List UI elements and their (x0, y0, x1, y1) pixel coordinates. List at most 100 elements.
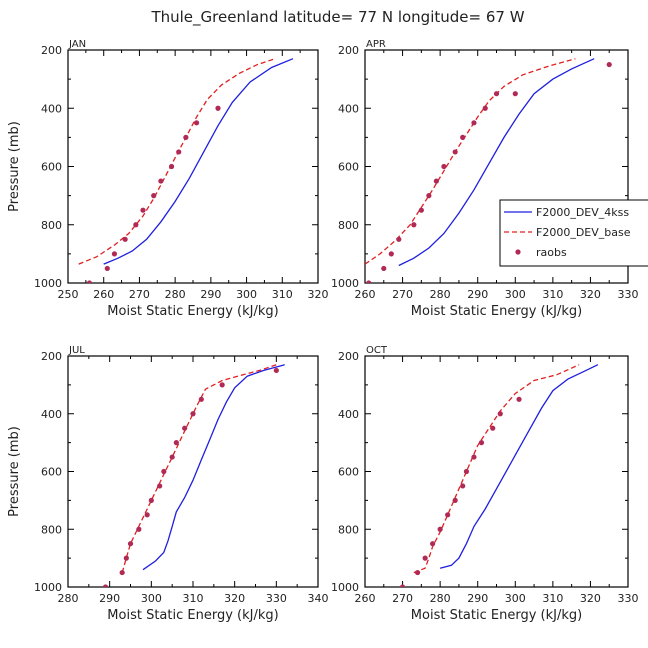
raobs-point (482, 105, 488, 111)
raobs-point (148, 497, 154, 503)
raobs-point (86, 280, 93, 283)
raobs-point (173, 440, 179, 446)
raobs-point (127, 541, 134, 547)
plot-area (102, 364, 285, 587)
raobs-point (396, 236, 402, 242)
raobs-point (140, 207, 146, 213)
x-tick-label: 250 (58, 288, 79, 301)
y-tick-label: 1000 (34, 581, 62, 594)
raobs-point (102, 584, 109, 587)
panel-label: OCT (366, 345, 388, 356)
plot-area (399, 364, 599, 587)
raobs-point (168, 163, 175, 170)
x-tick-label: 310 (542, 288, 563, 301)
y-tick-label: 800 (338, 523, 359, 536)
raobs-point (119, 569, 125, 576)
raobs-point (190, 411, 196, 417)
raobs-point (219, 382, 225, 388)
plot-frame (67, 49, 319, 284)
y-tick-label: 600 (41, 466, 62, 479)
x-tick-label: 330 (618, 288, 639, 301)
raobs-point (452, 497, 458, 503)
raobs-point (445, 512, 451, 518)
raobs-point (478, 440, 485, 446)
panel-label: JAN (68, 39, 86, 50)
x-tick-label: 320 (580, 592, 601, 605)
raobs-point (388, 251, 394, 257)
raobs-point (381, 265, 387, 272)
y-tick-label: 1000 (331, 581, 359, 594)
panel-jul: JUL 280 290 300 310 320 330 340 200 400 600 800 1000… (7, 345, 329, 623)
raobs-point (460, 134, 466, 140)
series-line-f2000-dev-4kss (142, 364, 285, 571)
raobs-point (399, 584, 406, 587)
y-axis-label: Pressure (mb) (7, 426, 22, 517)
y-tick-label: 200 (41, 44, 62, 57)
x-tick-label: 280 (165, 288, 186, 301)
x-tick-label: 330 (618, 592, 639, 605)
y-tick-label: 400 (338, 408, 359, 421)
plot-area (78, 58, 294, 283)
plot-frame (67, 355, 319, 588)
x-tick-label: 300 (505, 592, 526, 605)
panel-apr: APR 260 270 280 290 300 310 320 330 200 400 600 800 1… (331, 39, 639, 319)
raobs-point (176, 149, 182, 155)
y-tick-label: 600 (338, 161, 359, 174)
legend-label: F2000_DEV_4kss (536, 206, 629, 219)
raobs-point (183, 134, 189, 140)
x-tick-label: 270 (392, 288, 413, 301)
raobs-point (411, 222, 417, 228)
series-line-f2000-dev-4kss (103, 58, 294, 265)
legend-box (499, 199, 648, 267)
y-tick-label: 400 (41, 408, 62, 421)
panel-label: APR (366, 39, 386, 50)
raobs-point (493, 91, 500, 97)
raobs-point (133, 222, 139, 228)
raobs-point (437, 526, 443, 532)
y-tick-label: 600 (338, 466, 359, 479)
x-tick-label: 270 (129, 288, 150, 301)
x-axis-label: Moist Static Energy (kJ/kg) (411, 304, 582, 319)
x-tick-label: 330 (266, 592, 287, 605)
raobs-point (157, 483, 163, 489)
series-line-f2000-dev-base (78, 58, 276, 265)
raobs-point (460, 483, 466, 489)
raobs-point (471, 120, 477, 126)
panel-label: JUL (68, 345, 85, 356)
y-tick-label: 800 (338, 219, 359, 232)
y-tick-label: 400 (41, 102, 62, 115)
series-line-f2000-dev-base (413, 364, 580, 574)
panel-oct: OCT 260 270 280 290 300 310 320 330 200 400 600 800 1… (331, 345, 639, 623)
x-tick-label: 290 (200, 288, 221, 301)
y-tick-label: 200 (338, 350, 359, 363)
raobs-point (366, 280, 372, 283)
raobs-point (182, 425, 188, 431)
x-tick-label: 300 (141, 592, 162, 605)
y-tick-label: 400 (338, 102, 359, 115)
raobs-point (169, 454, 175, 460)
series-line-f2000-dev-base (121, 364, 277, 573)
series-line-f2000-dev-4kss (398, 58, 595, 267)
raobs-point (151, 193, 157, 199)
x-tick-label: 260 (355, 592, 376, 605)
raobs-point (512, 91, 518, 97)
raobs-point (144, 512, 150, 518)
plot-area (365, 58, 612, 283)
y-axis-label: Pressure (mb) (7, 121, 22, 212)
raobs-point (497, 411, 503, 417)
raobs-point (422, 555, 428, 561)
raobs-point (441, 163, 447, 170)
x-tick-label: 280 (58, 592, 79, 605)
panels: JAN 250 260 270 280 290 300 310 320 200 400 600 800 1… (7, 39, 639, 623)
raobs-point (452, 149, 458, 155)
x-tick-label: 260 (355, 288, 376, 301)
legend-label: F2000_DEV_base (536, 226, 631, 239)
raobs-point (426, 193, 432, 199)
y-tick-label: 200 (41, 350, 62, 363)
x-tick-label: 320 (580, 288, 601, 301)
x-tick-label: 300 (505, 288, 526, 301)
x-tick-label: 280 (430, 288, 451, 301)
raobs-point (415, 569, 421, 576)
x-tick-label: 320 (224, 592, 245, 605)
